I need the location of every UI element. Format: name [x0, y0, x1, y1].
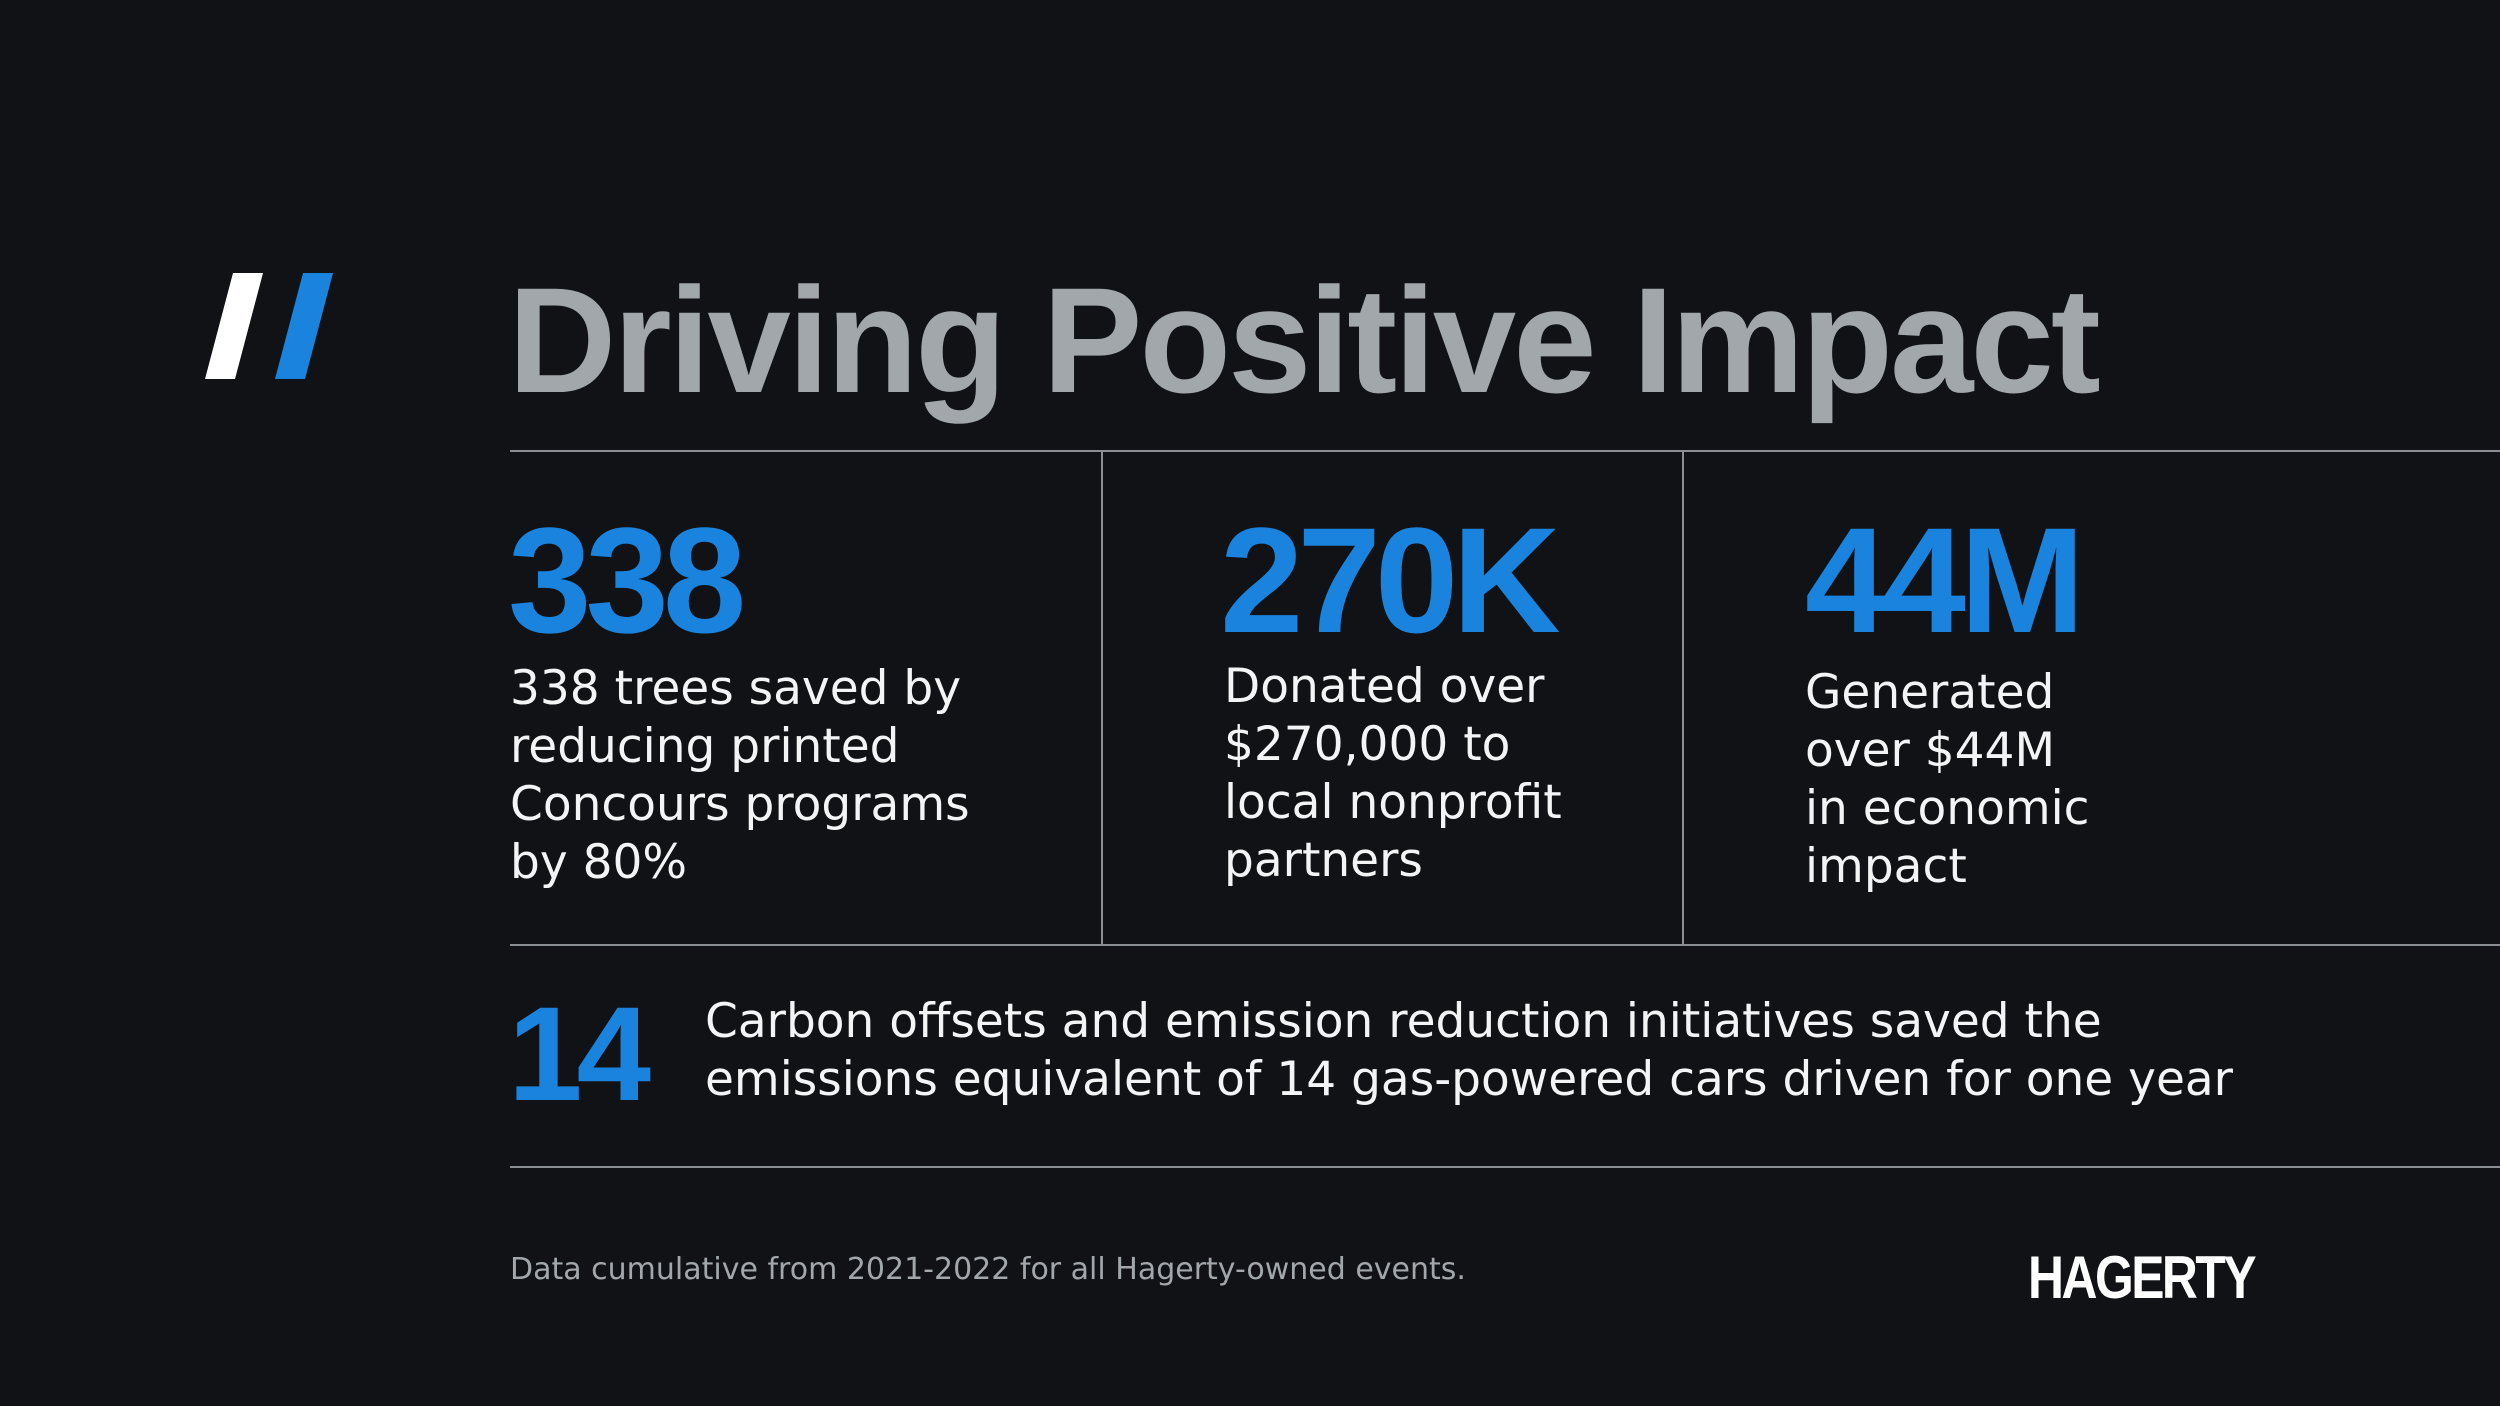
stat-number-donations: 270K [1220, 496, 1561, 664]
stat-number-trees: 338 [508, 496, 746, 664]
page-title: Driving Positive Impact [508, 256, 2101, 424]
divider-bottom [510, 1166, 2500, 1168]
double-slash-logo-icon [205, 273, 333, 379]
stat-description-trees: 338 trees saved by reducing printed Conc… [510, 661, 970, 890]
divider-middle [510, 944, 2500, 946]
stat-description-economic: Generated over $44M in economic impact [1805, 665, 2090, 894]
data-footnote: Data cumulative from 2021-2022 for all H… [510, 1252, 1466, 1287]
divider-top [510, 450, 2500, 452]
stat-number-emissions: 14 [508, 980, 651, 1129]
stat-description-donations: Donated over $270,000 to local nonprofit… [1224, 659, 1562, 888]
stat-number-economic: 44M [1805, 496, 2085, 664]
stat-description-emissions: Carbon offsets and emission reduction in… [705, 994, 2233, 1107]
hagerty-logo: HAGERTY [2028, 1244, 2257, 1311]
divider-vertical-1 [1101, 452, 1103, 945]
divider-vertical-2 [1682, 452, 1684, 945]
